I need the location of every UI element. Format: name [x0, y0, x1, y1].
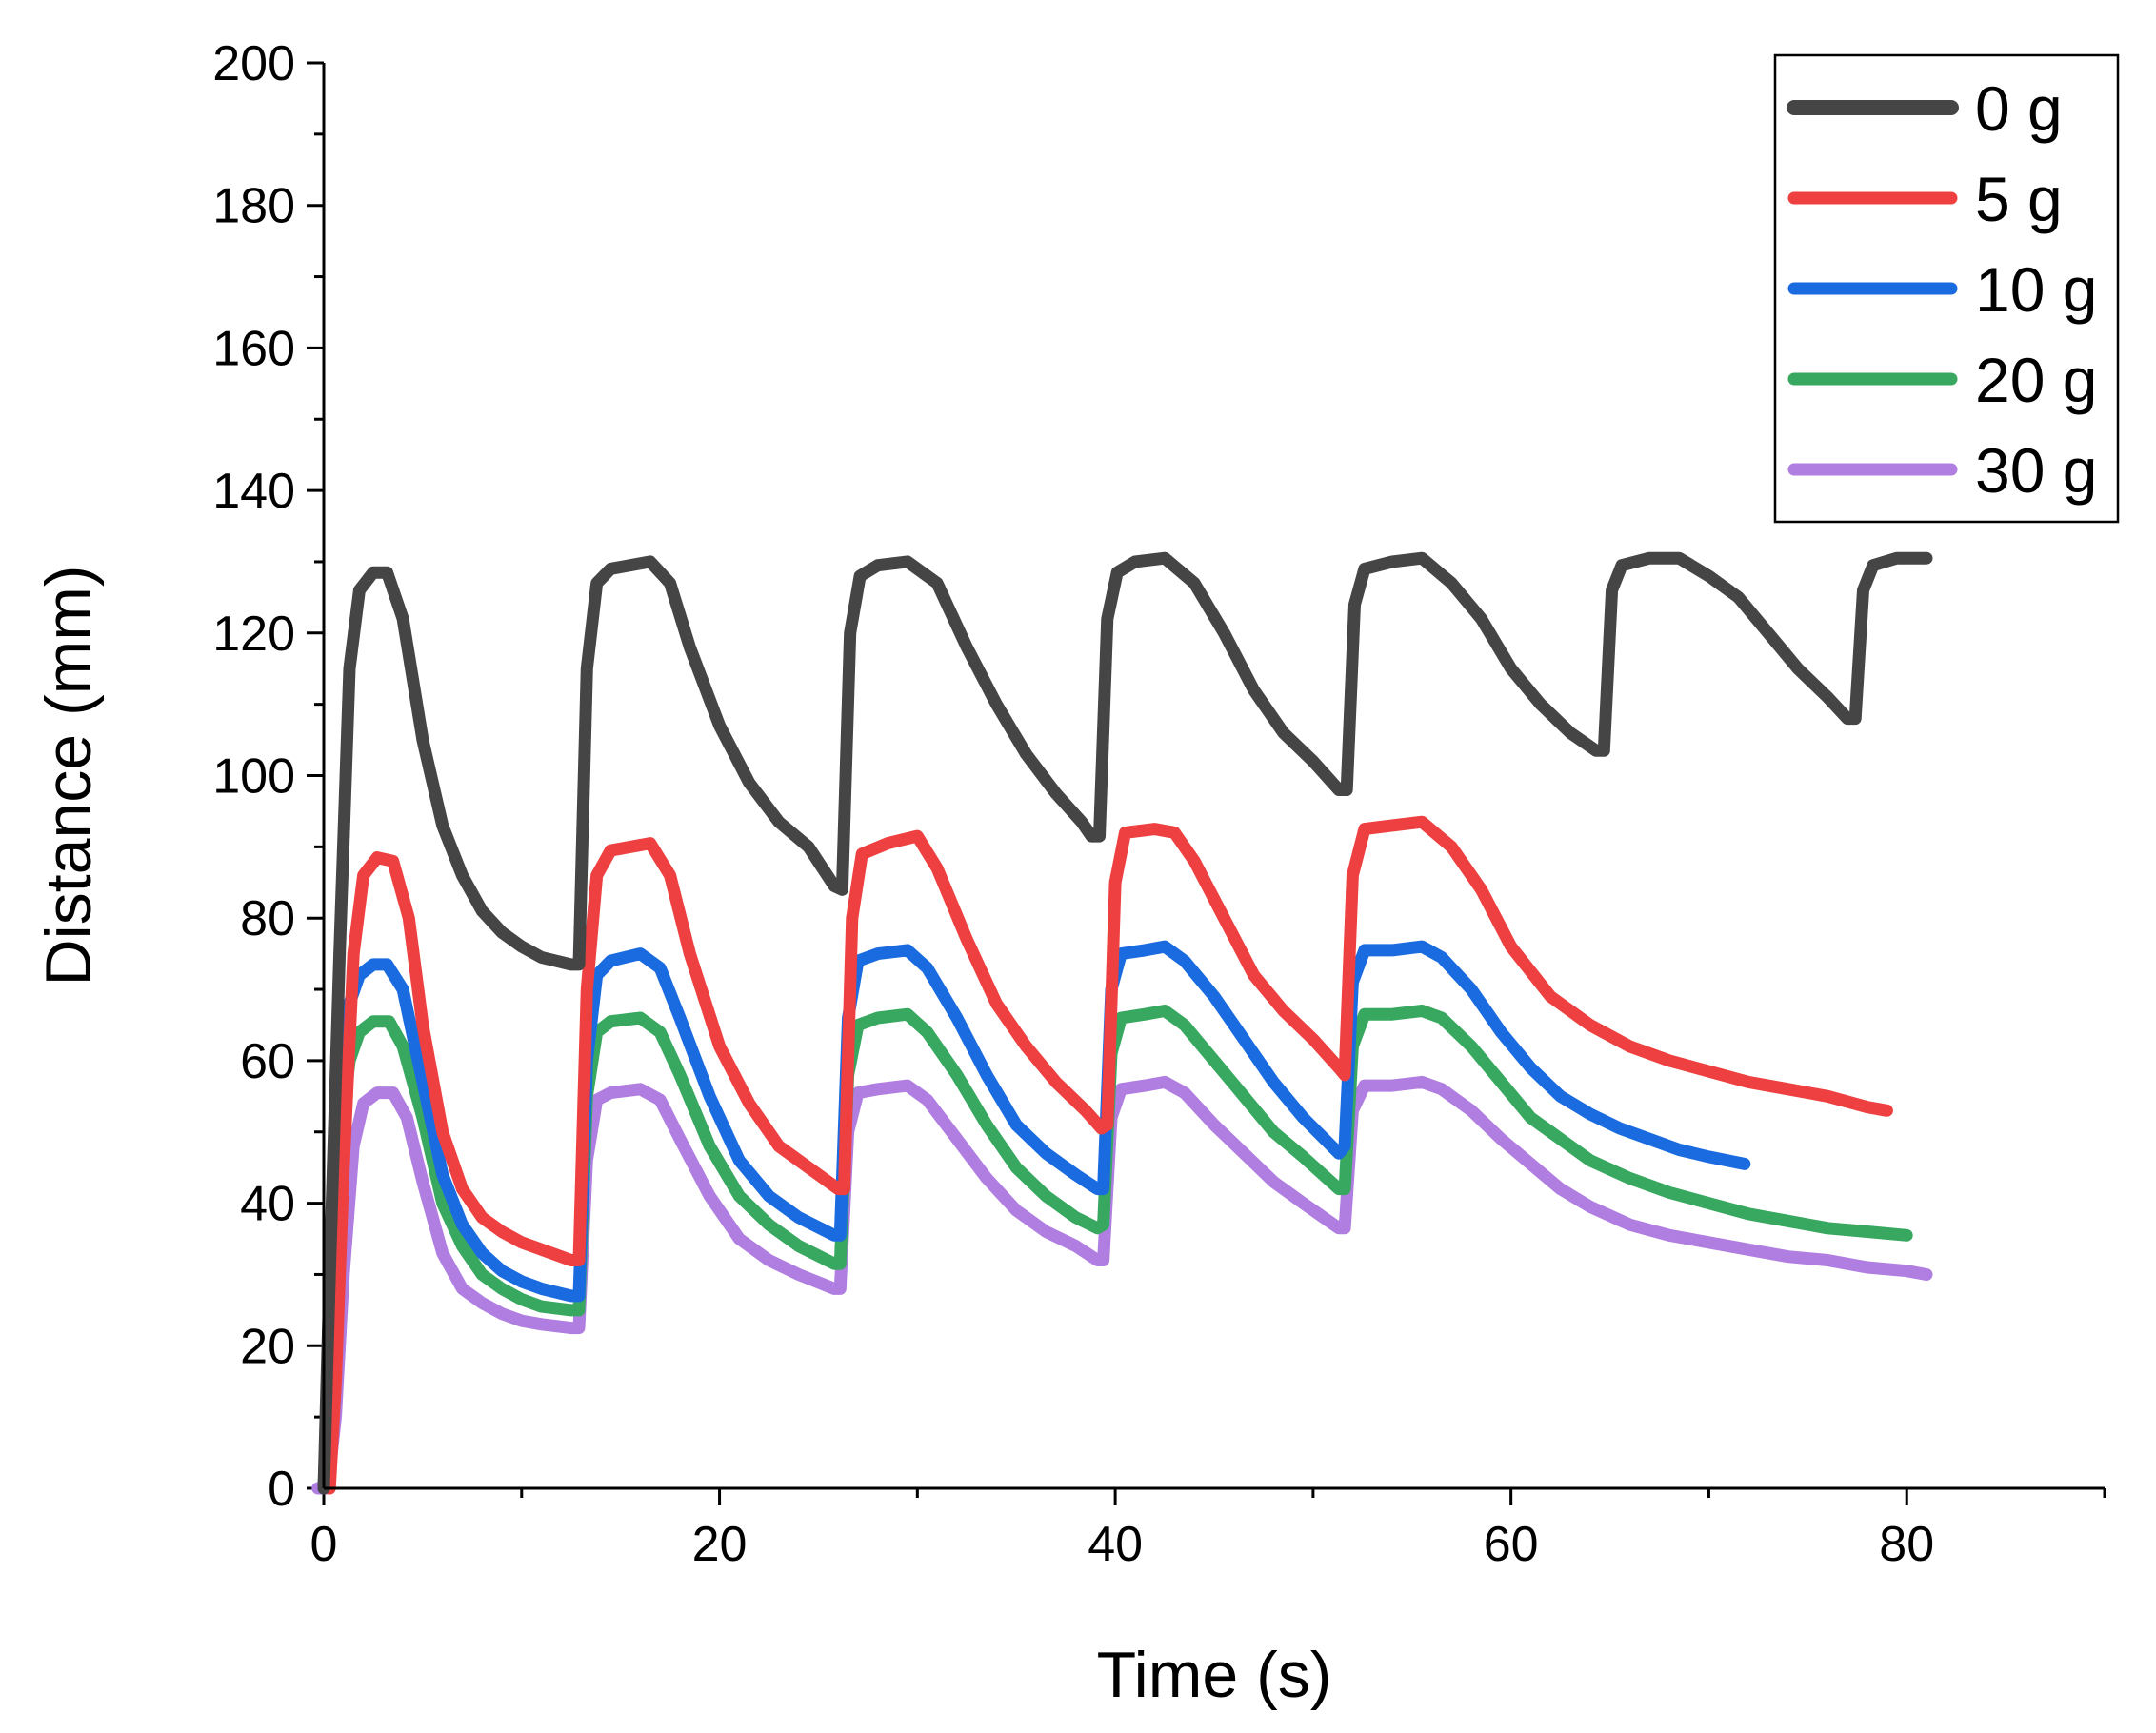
y-tick-label: 120 [212, 607, 295, 662]
x-tick-label: 20 [692, 1517, 748, 1572]
y-tick-label: 140 [212, 464, 295, 519]
series-line-0g [317, 551, 1933, 1495]
x-axis-title: Time (s) [1097, 1639, 1332, 1711]
y-tick-label: 200 [212, 36, 295, 91]
legend-label: 10 g [1975, 254, 2097, 325]
x-tick-label: 0 [310, 1517, 338, 1572]
legend-label: 20 g [1975, 345, 2097, 415]
series-line-5g [323, 815, 1893, 1495]
y-tick-label: 180 [212, 179, 295, 234]
y-tick-label: 160 [212, 321, 295, 376]
x-tick-label: 80 [1879, 1517, 1934, 1572]
y-axis-title: Distance (mm) [32, 565, 105, 986]
y-tick-label: 0 [268, 1462, 295, 1517]
x-tick-label: 60 [1484, 1517, 1539, 1572]
legend: 0 g 5 g 10 g 20 g 30 g [1773, 53, 2120, 524]
series-line-20g [317, 1005, 1913, 1495]
legend-label: 30 g [1975, 435, 2097, 506]
series-line-30g [311, 1075, 1933, 1495]
series-group [311, 551, 1933, 1495]
y-tick-label: 100 [212, 749, 295, 805]
legend-label: 0 g [1975, 73, 2063, 144]
x-tick-label: 40 [1088, 1517, 1143, 1572]
y-tick-label: 60 [240, 1034, 295, 1089]
axis-lines [322, 63, 2105, 1490]
y-tick-label: 20 [240, 1319, 295, 1374]
y-tick-label: 40 [240, 1177, 295, 1232]
legend-label: 5 g [1975, 164, 2063, 234]
series-line-10g [317, 940, 1751, 1495]
y-tick-label: 80 [240, 891, 295, 946]
axes: 0 20 40 60 80 100 120 140 160 180 200 0 20 40 60 80 [212, 36, 2106, 1572]
